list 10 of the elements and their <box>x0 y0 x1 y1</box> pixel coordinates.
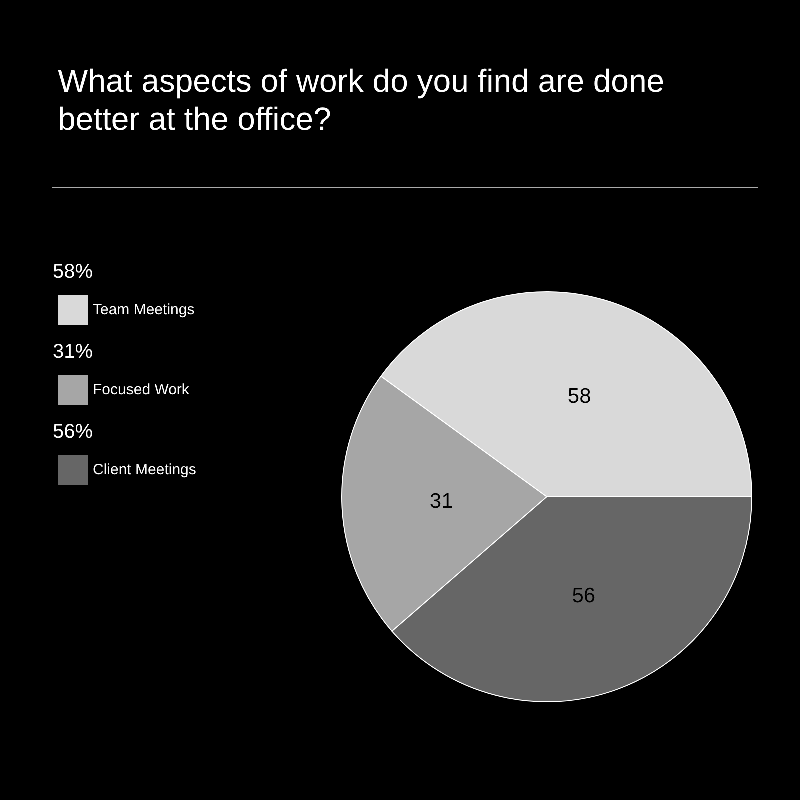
chart-title: What aspects of work do you find are done better at the office? <box>58 62 666 138</box>
legend-label: Team Meetings <box>93 302 195 318</box>
legend-label: Focused Work <box>93 382 190 398</box>
data-label: 56 <box>572 584 596 608</box>
legend-label: Client Meetings <box>93 462 196 478</box>
text: 31% <box>53 341 94 363</box>
data-label: 58 <box>568 385 592 408</box>
data-label: 31 <box>430 490 454 514</box>
text: 56% <box>53 421 94 443</box>
text: 58% <box>53 261 94 283</box>
